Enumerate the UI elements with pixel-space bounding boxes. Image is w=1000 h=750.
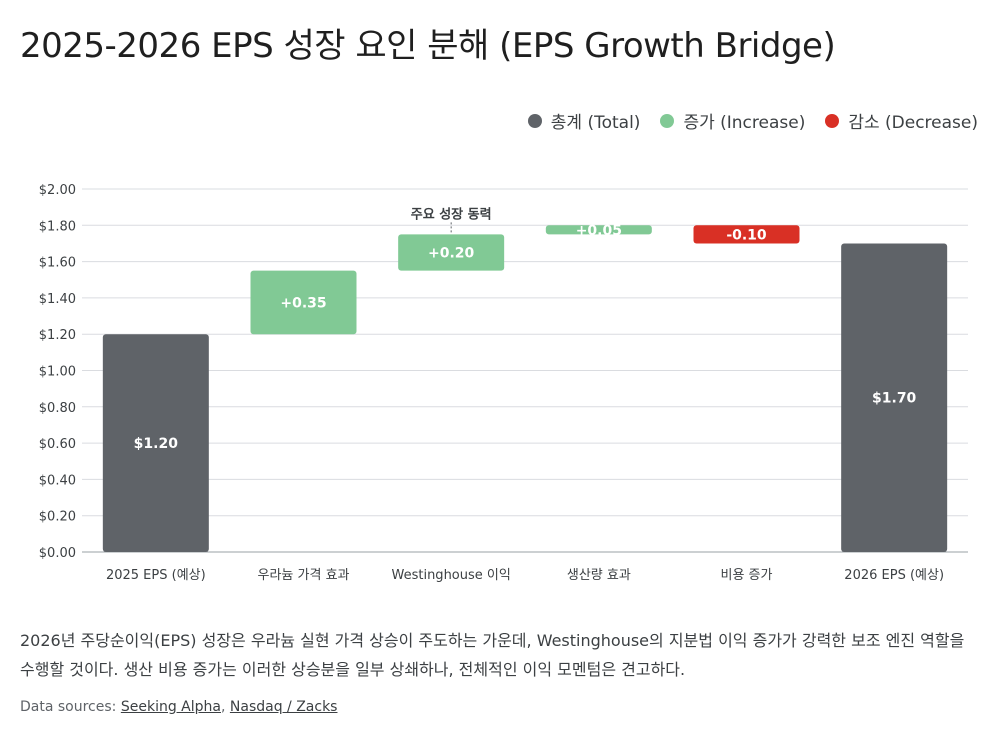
x-tick-label: 비용 증가: [721, 568, 773, 583]
source-link-nasdaq-zacks[interactable]: Nasdaq / Zacks: [229, 699, 338, 715]
waterfall-chart: $0.00 $0.20 $0.40 $0.60 $0.80 $1.00 $1.20 $1.40…: [39, 183, 968, 583]
y-tick-label: $0.80: [39, 401, 76, 416]
y-tick-label: $0.40: [39, 473, 76, 488]
legend-swatch-decrease: [825, 113, 840, 128]
y-tick-label: $0.60: [39, 437, 76, 452]
data-label: +0.20: [428, 246, 475, 262]
data-sources: Data sources: Seeking Alpha, Nasdaq / Za…: [20, 699, 337, 715]
data-label: +0.35: [280, 295, 326, 311]
data-label: +0.05: [576, 223, 622, 239]
bar-increase: [545, 225, 652, 235]
data-label: $1.20: [134, 436, 179, 452]
bar-total: [102, 334, 209, 552]
legend-item-decrease: 감소 (Decrease): [825, 108, 978, 133]
sources-prefix: Data sources:: [20, 699, 117, 715]
bar-increase: [250, 270, 357, 335]
legend-item-total: 총계 (Total): [527, 108, 641, 133]
y-tick-label: $1.80: [39, 219, 76, 234]
y-tick-label: $1.40: [39, 292, 76, 307]
y-tick-label: $0.00: [39, 546, 76, 561]
x-tick-label: 2025 EPS (예상): [106, 568, 206, 583]
sources-separator: ,: [220, 699, 226, 715]
legend-item-increase: 증가 (Increase): [660, 108, 805, 133]
chart-title: 2025-2026 EPS 성장 요인 분해 (EPS Growth Bridg…: [20, 26, 836, 66]
bar-decrease: [693, 225, 800, 244]
y-tick-label: $1.00: [39, 365, 76, 380]
data-label: $1.70: [872, 391, 917, 407]
legend-label-decrease: 감소 (Decrease): [848, 113, 978, 133]
x-tick-label: Westinghouse 이익: [392, 568, 511, 583]
x-tick-label: 생산량 효과: [567, 568, 631, 583]
x-tick-label: 우라늄 가격 효과: [258, 568, 350, 583]
y-tick-label: $2.00: [39, 183, 76, 198]
y-tick-label: $0.20: [39, 510, 76, 525]
legend-label-total: 총계 (Total): [550, 113, 641, 133]
bar-total: [841, 243, 948, 552]
legend-label-increase: 증가 (Increase): [683, 113, 806, 133]
x-tick-label: 2026 EPS (예상): [844, 568, 944, 583]
bar-increase: [398, 234, 505, 271]
y-tick-label: $1.60: [39, 256, 76, 271]
legend-swatch-increase: [660, 113, 675, 128]
source-link-seeking-alpha[interactable]: Seeking Alpha: [120, 699, 221, 715]
legend-swatch-total: [527, 113, 542, 128]
chart-caption: 2026년 주당순이익(EPS) 성장은 우라늄 실현 가격 상승이 주도하는 …: [20, 631, 965, 679]
chart-legend: 총계 (Total) 증가 (Increase) 감소 (Decrease): [527, 108, 978, 133]
y-tick-label: $1.20: [39, 328, 76, 343]
annotation-label: 주요 성장 동력: [411, 206, 492, 222]
data-label: -0.10: [726, 227, 767, 243]
